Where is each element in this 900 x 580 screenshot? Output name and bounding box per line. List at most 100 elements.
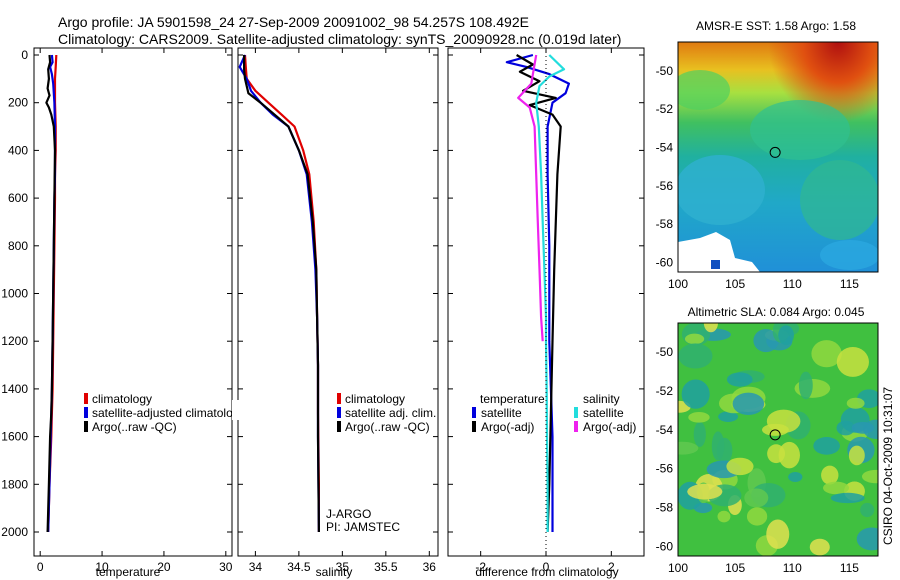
legend-swatch-sal-argo bbox=[574, 421, 578, 432]
sla-texture bbox=[778, 325, 794, 346]
y-tick-label: 2000 bbox=[1, 525, 28, 539]
sla-texture bbox=[861, 469, 878, 484]
legend-label: Argo(-adj) bbox=[583, 420, 636, 434]
x-tick-label: 10 bbox=[95, 560, 109, 574]
sla-texture bbox=[678, 441, 699, 455]
y-tick-label: 0 bbox=[21, 48, 28, 62]
x-tick-label: 0 bbox=[543, 560, 550, 574]
difference-series bbox=[505, 53, 571, 533]
x-tick-label: 36 bbox=[423, 560, 437, 574]
sla-texture bbox=[823, 481, 850, 495]
y-tick-label: 1200 bbox=[1, 334, 28, 348]
sla-texture bbox=[836, 347, 869, 377]
series-line-climatology bbox=[243, 54, 320, 532]
legend-swatch-climatology bbox=[84, 393, 88, 404]
legend-label: Argo(..raw -QC) bbox=[345, 420, 430, 434]
salinity-series bbox=[238, 54, 320, 533]
temperature-xlabel: temperature bbox=[96, 565, 161, 579]
series-line-argo-raw-qc- bbox=[243, 55, 320, 533]
map-x-tick-label: 115 bbox=[840, 561, 859, 575]
x-tick-label: 34.5 bbox=[287, 560, 311, 574]
salinity-axes bbox=[237, 47, 439, 557]
legend-label: satellite bbox=[481, 406, 522, 420]
y-tick-label: 400 bbox=[8, 143, 28, 157]
legend-swatch-climatology bbox=[337, 393, 341, 404]
legend-overflow-mask bbox=[232, 400, 240, 420]
sla-texture bbox=[744, 488, 769, 508]
legend-label: Argo(-adj) bbox=[481, 420, 534, 434]
map-x-tick-label: 115 bbox=[840, 277, 859, 291]
legend-swatch-argo bbox=[84, 421, 88, 432]
argo-position-marker bbox=[769, 146, 781, 158]
credit-stamp: CSIRO 04-Oct-2009 10:31:07 bbox=[881, 387, 895, 545]
axis-ticks: 0 10 20 30020040060080010001200140016001800… bbox=[1, 48, 859, 575]
map-y-tick-label: -60 bbox=[656, 255, 674, 269]
x-tick-label: 35 bbox=[336, 560, 350, 574]
legend-label: satellite-adjusted climatolog bbox=[92, 406, 239, 420]
map-y-tick-label: -58 bbox=[656, 500, 674, 514]
x-tick-label: 30 bbox=[219, 560, 233, 574]
sla-texture bbox=[788, 471, 803, 482]
sla-texture bbox=[681, 379, 710, 409]
legend-swatch-argo bbox=[337, 421, 341, 432]
series-line-temperature-argo-adj- bbox=[516, 54, 562, 533]
salinity-legend: climatology satellite adj. clim. Argo(..… bbox=[337, 392, 436, 434]
sla-texture bbox=[851, 421, 875, 434]
sla-texture bbox=[746, 507, 768, 526]
legend-swatch-satellite bbox=[337, 407, 341, 418]
map-x-tick-label: 100 bbox=[668, 561, 688, 575]
x-tick-label: 34 bbox=[249, 560, 263, 574]
sla-map-field bbox=[678, 323, 878, 556]
map-x-tick-label: 110 bbox=[783, 561, 802, 575]
x-tick-label: 2 bbox=[608, 560, 615, 574]
series-line-salinity-argo-adj- bbox=[517, 54, 544, 342]
sla-texture bbox=[717, 510, 731, 523]
legend-label: satellite adj. clim. bbox=[345, 406, 436, 420]
series-line-argo-raw-qc- bbox=[45, 54, 57, 533]
temperature-legend: climatology satellite-adjusted climatolo… bbox=[84, 392, 239, 434]
legend-label: climatology bbox=[345, 392, 405, 406]
sla-texture bbox=[726, 372, 753, 387]
temperature-series bbox=[45, 54, 58, 533]
map-x-tick-label: 110 bbox=[783, 277, 802, 291]
map-x-tick-label: 105 bbox=[725, 277, 745, 291]
sla-map-title: Altimetric SLA: 0.084 Argo: 0.045 bbox=[688, 305, 865, 319]
map-y-tick-label: -50 bbox=[656, 345, 674, 359]
legend-label: climatology bbox=[92, 392, 152, 406]
temperature-axes bbox=[33, 47, 233, 557]
series-line-satellite-adj-clim- bbox=[238, 54, 320, 533]
difference-xlabel: difference from climatology bbox=[475, 565, 618, 579]
header-line2: Climatology: CARS2009. Satellite-adjuste… bbox=[58, 31, 621, 47]
legend-swatch-satellite bbox=[84, 407, 88, 418]
sla-texture bbox=[813, 437, 840, 455]
y-tick-label: 800 bbox=[8, 239, 28, 253]
map-y-tick-label: -54 bbox=[656, 140, 674, 154]
sla-texture bbox=[688, 412, 710, 423]
legend-swatch-temp-satellite bbox=[472, 407, 476, 418]
sla-texture bbox=[830, 492, 865, 504]
x-tick-label: 0 bbox=[37, 560, 44, 574]
legend-swatch-temp-argo bbox=[472, 421, 476, 432]
float-program-annotation: J-ARGO bbox=[326, 507, 371, 521]
sla-texture bbox=[684, 333, 705, 345]
sla-texture bbox=[718, 411, 739, 422]
salinity-xlabel: salinity bbox=[316, 565, 353, 579]
x-tick-label: 20 bbox=[157, 560, 171, 574]
sla-texture bbox=[846, 397, 865, 409]
sla-map-frame bbox=[677, 322, 879, 557]
sla-texture bbox=[860, 502, 875, 518]
difference-legend: temperature salinity satellite Argo(-adj… bbox=[472, 392, 636, 434]
y-tick-label: 600 bbox=[8, 191, 28, 205]
map-x-tick-label: 100 bbox=[668, 277, 688, 291]
sla-texture bbox=[809, 538, 830, 556]
map-y-tick-label: -56 bbox=[656, 462, 674, 476]
sla-texture bbox=[726, 457, 754, 476]
sla-texture bbox=[711, 431, 725, 461]
sla-texture bbox=[732, 392, 765, 415]
argo-position-marker bbox=[769, 429, 781, 441]
y-tick-label: 1400 bbox=[1, 382, 28, 396]
float-pi-annotation: PI: JAMSTEC bbox=[326, 520, 400, 534]
header-line1: Argo profile: JA 5901598_24 27-Sep-2009 … bbox=[58, 14, 529, 30]
y-tick-label: 1800 bbox=[1, 477, 28, 491]
series-line-salinity-satellite bbox=[535, 54, 566, 532]
